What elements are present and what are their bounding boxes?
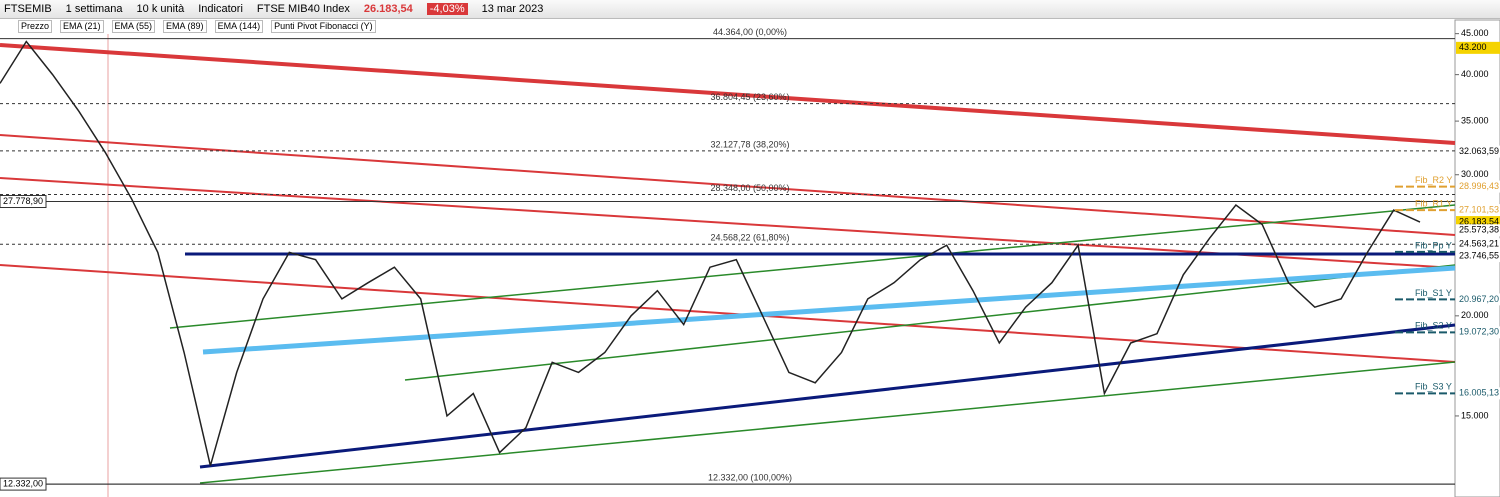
legend-entry[interactable]: EMA (55) bbox=[111, 20, 156, 33]
pivot-label: 28.996,43 bbox=[1459, 181, 1499, 191]
price-label: 43.200 bbox=[1459, 42, 1487, 52]
y-tick-label: 35.000 bbox=[1461, 115, 1489, 125]
pivot-name: Fib_R1 Y bbox=[1415, 198, 1452, 208]
price-box bbox=[1456, 238, 1500, 251]
price-box bbox=[1456, 180, 1500, 193]
label-box bbox=[0, 195, 47, 209]
label-box bbox=[0, 477, 47, 491]
pivot-label: 20.967,20 bbox=[1459, 294, 1499, 304]
fib-label: 24.568,22 (61,80%) bbox=[710, 233, 789, 243]
pivot-label: 19.072,30 bbox=[1459, 327, 1499, 337]
price-label: 32.063,59 bbox=[1459, 146, 1499, 156]
price-label: 26.183,54 bbox=[1459, 216, 1499, 226]
fib-label: 36.804,45 (23,60%) bbox=[710, 92, 789, 102]
pivot-name: Fib_R2 Y bbox=[1415, 175, 1452, 185]
price-box bbox=[1456, 204, 1500, 217]
pivot-name: Fib_Pp Y bbox=[1415, 240, 1452, 250]
price-box bbox=[1456, 326, 1500, 339]
legend-entry[interactable]: Punti Pivot Fibonacci (Y) bbox=[271, 20, 376, 33]
legend-entry[interactable]: EMA (144) bbox=[214, 20, 264, 33]
y-tick-label: 30.000 bbox=[1461, 169, 1489, 179]
level-label: 12.332,00 bbox=[3, 478, 43, 488]
pivot-name: Fib_S1 Y bbox=[1415, 288, 1452, 298]
change: -4,03% bbox=[426, 3, 468, 15]
fib-label: 32.127,78 (38,20%) bbox=[710, 139, 789, 149]
toolbar: FTSEMIB 1 settimana 10 k unità Indicator… bbox=[0, 0, 1500, 19]
fib-label: 44.364,00 (0,00%) bbox=[713, 27, 787, 37]
price-box bbox=[1456, 41, 1500, 54]
price-box bbox=[1456, 250, 1500, 263]
price-label: 25.573,38 bbox=[1459, 225, 1499, 235]
price-label: 24.563,21 bbox=[1459, 239, 1499, 249]
instrument: FTSE MIB40 Index bbox=[256, 3, 350, 15]
fib-label: 28.348,00 (50,00%) bbox=[710, 183, 789, 193]
legend: Prezzo EMA (21) EMA (55) EMA (89) EMA (144) P… bbox=[0, 20, 376, 33]
legend-entry[interactable]: Prezzo bbox=[18, 20, 53, 33]
trendlines bbox=[0, 43, 1456, 484]
level-label: 27.778,90 bbox=[3, 196, 43, 206]
legend-entry[interactable]: EMA (89) bbox=[163, 20, 207, 33]
price-line bbox=[0, 40, 1421, 466]
pivot-name: Fib_S2 Y bbox=[1415, 321, 1452, 331]
date: 13 mar 2023 bbox=[481, 3, 544, 15]
symbol[interactable]: FTSEMIB bbox=[4, 3, 52, 15]
price-box bbox=[1456, 145, 1500, 158]
indicators[interactable]: Indicatori bbox=[198, 3, 243, 15]
y-tick-label: 15.000 bbox=[1461, 410, 1489, 420]
pivot-label: 27.101,53 bbox=[1459, 204, 1499, 214]
price-box bbox=[1456, 224, 1500, 237]
price-label: 23.746,55 bbox=[1459, 250, 1499, 260]
pivot-name: Fib_S3 Y bbox=[1415, 382, 1452, 392]
price-box bbox=[1456, 387, 1500, 400]
units[interactable]: 10 k unità bbox=[136, 3, 185, 15]
y-tick-label: 20.000 bbox=[1461, 310, 1489, 320]
last-price: 26.183,54 bbox=[363, 3, 413, 15]
y-tick-label: 45.000 bbox=[1461, 28, 1489, 38]
legend-entry[interactable]: EMA (21) bbox=[60, 20, 104, 33]
y-tick-label: 40.000 bbox=[1461, 69, 1489, 79]
period[interactable]: 1 settimana bbox=[65, 3, 123, 15]
pivot-label: 16.005,13 bbox=[1459, 388, 1499, 398]
price-box bbox=[1456, 293, 1500, 306]
fib-label: 12.332,00 (100,00%) bbox=[708, 472, 792, 482]
